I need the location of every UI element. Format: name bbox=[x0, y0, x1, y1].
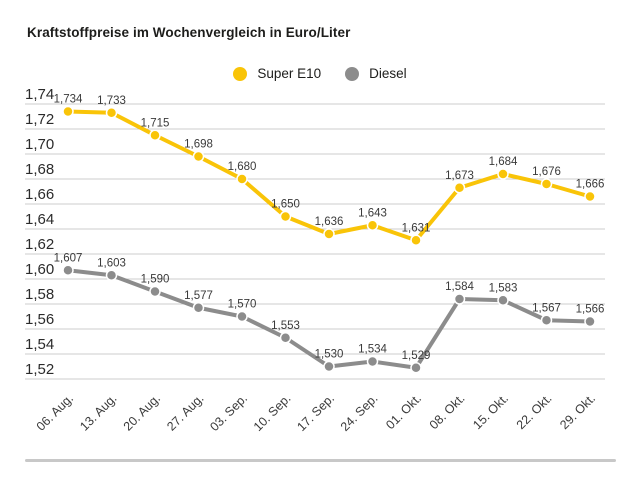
svg-text:1,715: 1,715 bbox=[141, 117, 170, 129]
svg-text:06. Aug.: 06. Aug. bbox=[34, 391, 76, 433]
svg-text:1,570: 1,570 bbox=[228, 299, 257, 311]
svg-text:1,666: 1,666 bbox=[576, 179, 605, 191]
svg-text:1,72: 1,72 bbox=[25, 111, 54, 128]
svg-text:10. Sep.: 10. Sep. bbox=[251, 391, 294, 434]
svg-text:1,583: 1,583 bbox=[489, 282, 518, 294]
svg-text:22. Okt.: 22. Okt. bbox=[514, 391, 555, 432]
legend-label-super-e10: Super E10 bbox=[257, 66, 322, 81]
svg-text:01. Okt.: 01. Okt. bbox=[383, 391, 424, 432]
svg-text:24. Sep.: 24. Sep. bbox=[338, 391, 381, 434]
svg-text:1,650: 1,650 bbox=[271, 199, 300, 211]
svg-text:17. Sep.: 17. Sep. bbox=[294, 391, 337, 434]
svg-text:1,643: 1,643 bbox=[358, 207, 387, 219]
svg-text:1,631: 1,631 bbox=[402, 222, 431, 234]
svg-text:1,62: 1,62 bbox=[25, 236, 54, 253]
svg-text:1,60: 1,60 bbox=[25, 261, 54, 278]
svg-text:1,734: 1,734 bbox=[54, 94, 83, 106]
svg-text:08. Okt.: 08. Okt. bbox=[427, 391, 468, 432]
svg-text:1,636: 1,636 bbox=[315, 216, 344, 228]
svg-text:1,553: 1,553 bbox=[271, 320, 300, 332]
svg-text:27. Aug.: 27. Aug. bbox=[164, 391, 206, 433]
chart-title: Kraftstoffpreise im Wochenvergleich in E… bbox=[27, 25, 351, 40]
svg-text:20. Aug.: 20. Aug. bbox=[121, 391, 163, 433]
svg-text:1,530: 1,530 bbox=[315, 349, 344, 361]
svg-text:1,52: 1,52 bbox=[25, 361, 54, 378]
bottom-divider bbox=[25, 459, 616, 462]
svg-text:1,534: 1,534 bbox=[358, 344, 387, 356]
svg-text:1,56: 1,56 bbox=[25, 311, 54, 328]
svg-text:1,58: 1,58 bbox=[25, 286, 54, 303]
svg-text:1,680: 1,680 bbox=[228, 161, 257, 173]
svg-text:1,676: 1,676 bbox=[532, 166, 561, 178]
svg-text:03. Sep.: 03. Sep. bbox=[207, 391, 250, 434]
legend-dot-diesel-icon bbox=[345, 66, 360, 81]
svg-text:1,603: 1,603 bbox=[97, 257, 126, 269]
svg-text:1,70: 1,70 bbox=[25, 136, 54, 153]
svg-text:1,607: 1,607 bbox=[54, 252, 83, 264]
svg-text:1,698: 1,698 bbox=[184, 139, 213, 151]
chart-legend: Super E10 Diesel bbox=[0, 66, 640, 81]
svg-text:1,584: 1,584 bbox=[445, 281, 474, 293]
svg-text:1,529: 1,529 bbox=[402, 350, 431, 362]
svg-text:1,567: 1,567 bbox=[532, 302, 561, 314]
svg-text:13. Aug.: 13. Aug. bbox=[77, 391, 119, 433]
svg-text:15. Okt.: 15. Okt. bbox=[470, 391, 511, 432]
svg-text:29. Okt.: 29. Okt. bbox=[557, 391, 598, 432]
legend-label-diesel: Diesel bbox=[369, 66, 407, 81]
legend-item-super-e10: Super E10 bbox=[233, 66, 321, 81]
legend-dot-super-e10-icon bbox=[233, 66, 248, 81]
legend-item-diesel: Diesel bbox=[345, 66, 407, 81]
svg-text:1,64: 1,64 bbox=[25, 211, 54, 228]
svg-text:1,66: 1,66 bbox=[25, 186, 54, 203]
svg-text:1,684: 1,684 bbox=[489, 156, 518, 168]
svg-text:1,577: 1,577 bbox=[184, 290, 213, 302]
svg-text:1,733: 1,733 bbox=[97, 95, 126, 107]
svg-text:1,673: 1,673 bbox=[445, 170, 474, 182]
svg-text:1,566: 1,566 bbox=[576, 304, 605, 316]
svg-text:1,74: 1,74 bbox=[25, 86, 54, 103]
svg-text:1,54: 1,54 bbox=[25, 336, 54, 353]
svg-text:1,68: 1,68 bbox=[25, 161, 54, 178]
svg-text:1,590: 1,590 bbox=[141, 274, 170, 286]
